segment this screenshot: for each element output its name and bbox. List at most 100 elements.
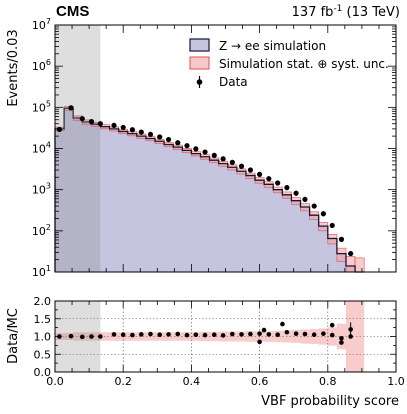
x-tick-label: 0.4 (183, 375, 201, 388)
ratio-y-tick-label: 0.5 (34, 348, 52, 361)
legend: Z → ee simulation Simulation stat. ⊕ sys… (189, 38, 389, 89)
ratio-data-point (348, 327, 353, 332)
data-point (184, 143, 190, 149)
data-point (220, 156, 226, 162)
ratio-data-point (166, 332, 171, 337)
data-point (138, 129, 144, 135)
data-point (129, 127, 136, 133)
uncertainty-band-bin (336, 247, 347, 262)
ratio-y-tick-label: 1.0 (34, 331, 52, 344)
experiment-label: CMS (56, 3, 89, 20)
main-y-tick-label: 107 (32, 17, 51, 32)
ratio-data-point (239, 332, 244, 337)
ratio-data-point (68, 333, 74, 339)
ratio-uncertainty-bin (300, 329, 310, 344)
ratio-y-tick-label: 1.5 (34, 313, 52, 326)
ratio-data-point (138, 332, 144, 337)
main-y-tick-label: 102 (32, 223, 51, 238)
data-point (165, 136, 172, 143)
ratio-data-point (275, 332, 280, 338)
ratio-data-point (120, 332, 126, 338)
legend-label-data: Data (219, 75, 248, 89)
x-axis-label: VBF probability score (261, 394, 399, 409)
ratio-data-point (175, 331, 181, 337)
data-point (302, 196, 308, 203)
ratio-data-point (184, 332, 190, 338)
data-point (238, 163, 245, 169)
ratio-data-point (348, 334, 353, 339)
ratio-data-point (248, 331, 253, 337)
data-point (293, 190, 299, 196)
x-tick-label: 0.6 (251, 375, 269, 388)
ratio-data-point (111, 332, 117, 337)
main-y-tick-label: 105 (32, 99, 51, 114)
ratio-data-point (89, 334, 94, 339)
ratio-data-point (329, 332, 335, 338)
data-point (68, 105, 74, 111)
ratio-uncertainty-bin (318, 328, 328, 345)
simulation-histogram-outline (54, 107, 365, 273)
uncertainty-band-bin (354, 257, 365, 273)
data-point (311, 203, 317, 209)
ratio-data-point (220, 333, 226, 338)
main-plot-panel: 101 102 103 104 105 106 107 (32, 17, 397, 279)
ratio-data-point (193, 332, 199, 338)
data-point (266, 176, 272, 182)
legend-swatch-simulation (189, 38, 210, 52)
main-y-tick-label: 104 (32, 141, 51, 156)
legend-swatch-uncertainty (189, 56, 210, 70)
data-point (257, 171, 263, 177)
data-point (157, 134, 163, 140)
ratio-uncertainty-bin (291, 330, 301, 343)
x-tick-label: 0.2 (114, 375, 132, 388)
main-y-axis-label: Events/0.03 (6, 29, 21, 106)
ratio-data-point (130, 332, 135, 338)
ratio-data-point (284, 329, 290, 335)
ratio-data-point (261, 327, 267, 333)
ratio-data-point (311, 332, 317, 338)
data-point (147, 131, 154, 138)
data-point (175, 140, 181, 146)
ratio-data-point (211, 332, 217, 338)
legend-label-uncertainty: Simulation stat. ⊕ syst. unc. (219, 57, 389, 71)
ratio-data-point (321, 331, 326, 336)
ratio-data-point (157, 332, 162, 338)
data-point (120, 124, 126, 131)
simulation-histogram-fill (55, 108, 365, 272)
lumi-exponent: -1 (333, 4, 342, 14)
ratio-uncertainty-bin (227, 331, 237, 342)
x-tick-label: 0.0 (46, 375, 64, 388)
ratio-data-point (266, 332, 272, 337)
ratio-y-tick-label: 0.0 (34, 366, 52, 379)
data-point (202, 149, 208, 155)
ratio-data-point (339, 335, 344, 341)
ratio-uncertainty-bin (64, 332, 74, 341)
data-point (275, 180, 281, 186)
data-point (229, 159, 235, 165)
uncertainty-band-bin (345, 256, 356, 273)
ratio-uncertainty-bin (91, 332, 101, 341)
energy-label: (13 TeV) (342, 5, 400, 20)
data-point (329, 222, 335, 229)
data-point (284, 185, 290, 191)
ratio-y-axis-label: Data/MC (6, 308, 21, 364)
main-y-tick-label: 106 (32, 58, 51, 73)
ratio-data-point (148, 331, 153, 337)
ratio-uncertainty-bin (73, 332, 83, 341)
ratio-y-tick-label: 2.0 (34, 295, 52, 308)
data-point (247, 167, 253, 173)
main-y-tick-label: 103 (32, 182, 51, 197)
ratio-data-point (257, 331, 262, 336)
ratio-data-point (230, 331, 235, 337)
data-point (111, 122, 117, 128)
ratio-data-point (79, 334, 85, 340)
data-point (338, 236, 345, 242)
lumi-label: 137 fb-1 (13 TeV) (292, 4, 400, 20)
data-point (79, 116, 85, 122)
data-point (320, 211, 326, 217)
main-y-tick-label: 101 (32, 264, 51, 279)
data-point (88, 119, 95, 125)
ratio-data-point (202, 332, 208, 338)
ratio-data-point (98, 334, 103, 339)
data-point (348, 250, 354, 257)
